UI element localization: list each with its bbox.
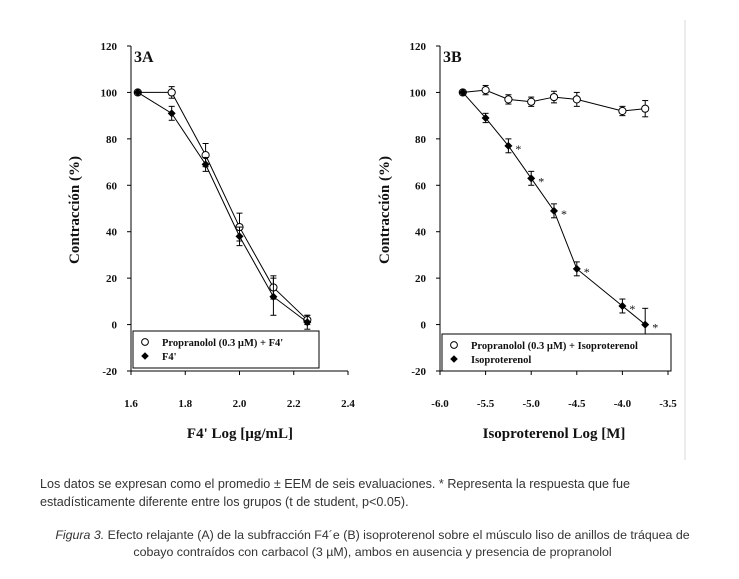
significance-star: *: [561, 207, 567, 221]
significance-star: *: [652, 321, 658, 335]
figure-caption: Figura 3. Efecto relajante (A) de la sub…: [40, 527, 705, 561]
y-tick-label: 80: [415, 134, 427, 146]
panel-label-3a: 3A: [134, 49, 154, 66]
x-tick-label: 1.6: [124, 398, 138, 410]
data-note: Los datos se expresan como el promedio ±…: [40, 477, 631, 509]
legend-box-3a: [132, 330, 320, 369]
chart-panel-3a: 3A Contracción (%) F4' Log [µg/mL] -20 0 2…: [67, 41, 355, 442]
y-tick-label: 40: [415, 227, 427, 239]
data-point-open-circle: [641, 104, 650, 113]
legend-marker-filled-diamond: [141, 352, 149, 360]
x-tick-label: 2.4: [341, 398, 355, 410]
x-tick-label: 1.8: [178, 398, 192, 410]
x-axis-label-3a: F4' Log [µg/mL]: [187, 426, 293, 442]
significance-star: *: [584, 265, 590, 279]
y-tick-label: 60: [415, 180, 427, 192]
legend-label: F4': [162, 352, 177, 363]
y-tick-label: 100: [410, 87, 427, 99]
data-point-filled-diamond: [550, 206, 558, 215]
data-point-open-circle: [527, 97, 536, 106]
plot-area-3b: -20 0 20 40 60 80 100 120 -6.0 -5.5 -5.0 -4.5 -4.0 -3…: [410, 41, 678, 410]
data-point-filled-diamond: [235, 232, 244, 241]
x-tick-label: 2.2: [287, 398, 301, 410]
data-point-open-circle: [618, 106, 627, 116]
x-tick-label: -4.0: [614, 398, 632, 410]
figure-3-charts: 3A Contracción (%) F4' Log [µg/mL] -20 0 2…: [67, 20, 686, 460]
y-tick-label: 40: [106, 227, 118, 239]
data-point-filled-diamond: [133, 88, 142, 97]
y-tick-label: -20: [411, 366, 426, 378]
legend-label: Isoproterenol: [471, 355, 531, 366]
legend-marker-open-circle: [450, 341, 458, 349]
significance-star: *: [515, 142, 521, 156]
y-axis-label-3b: Contracción (%): [377, 156, 393, 264]
legend-marker-open-circle: [141, 338, 149, 346]
x-tick-label: -5.0: [522, 398, 540, 410]
y-tick-label: 20: [415, 273, 427, 285]
series-line-0: [462, 89, 646, 112]
caption-label: Figura 3.: [55, 528, 105, 542]
data-point-filled-diamond: [269, 292, 278, 301]
series-line-1: [462, 92, 646, 325]
y-tick-label: 20: [106, 273, 118, 285]
y-tick-label: -20: [102, 366, 117, 378]
plot-area-3a: -20 0 20 40 60 80 100 120 1.6 1.8 2.0 2.2 2.4 Propran…: [101, 41, 356, 410]
legend-label: Propranolol (0.3 µM) + Isoproterenol: [471, 341, 638, 352]
data-point-filled-diamond: [618, 302, 627, 310]
caption-text: Efecto relajante (A) de la subfracción F…: [104, 528, 690, 559]
data-point-open-circle: [504, 95, 513, 104]
y-tick-label: 80: [106, 134, 118, 146]
x-tick-label: -6.0: [431, 398, 449, 410]
data-point-filled-diamond: [458, 88, 467, 97]
legend-marker-filled-diamond: [450, 355, 458, 363]
y-axis-label-3a: Contracción (%): [67, 156, 83, 264]
data-point-open-circle: [572, 95, 581, 104]
significance-star: *: [538, 174, 544, 188]
series-line-1: [137, 92, 308, 323]
data-point-filled-diamond: [201, 160, 210, 169]
data-point-open-circle: [167, 88, 176, 97]
panel-label-3b: 3B: [443, 49, 462, 66]
legend-box-3b: [441, 333, 672, 372]
x-tick-label: -5.5: [477, 398, 495, 410]
y-tick-label: 120: [410, 41, 427, 53]
data-point-filled-diamond: [572, 264, 581, 273]
data-point-open-circle: [481, 86, 490, 95]
x-axis-label-3b: Isoproterenol Log [M]: [483, 426, 626, 442]
data-point-filled-diamond: [504, 141, 513, 150]
data-point-filled-diamond: [303, 318, 312, 327]
data-point-open-circle: [549, 92, 559, 102]
x-tick-label: -3.5: [659, 398, 677, 410]
y-tick-label: 60: [106, 180, 118, 192]
y-tick-label: 0: [112, 320, 118, 332]
data-point-filled-diamond: [641, 320, 650, 329]
data-point-filled-diamond: [167, 109, 176, 118]
data-point-filled-diamond: [527, 174, 536, 183]
y-tick-label: 120: [101, 41, 118, 53]
significance-star: *: [629, 302, 635, 316]
y-tick-label: 100: [101, 87, 118, 99]
chart-panel-3b: 3B Contracción (%) Isoproterenol Log [M]…: [377, 41, 677, 442]
data-point-filled-diamond: [481, 113, 490, 122]
series-line-0: [137, 91, 308, 321]
x-tick-label: 2.0: [233, 398, 247, 410]
x-tick-label: -4.5: [568, 398, 586, 410]
y-tick-label: 0: [421, 320, 427, 332]
legend-label: Propranolol (0.3 µM) + F4': [162, 338, 283, 349]
